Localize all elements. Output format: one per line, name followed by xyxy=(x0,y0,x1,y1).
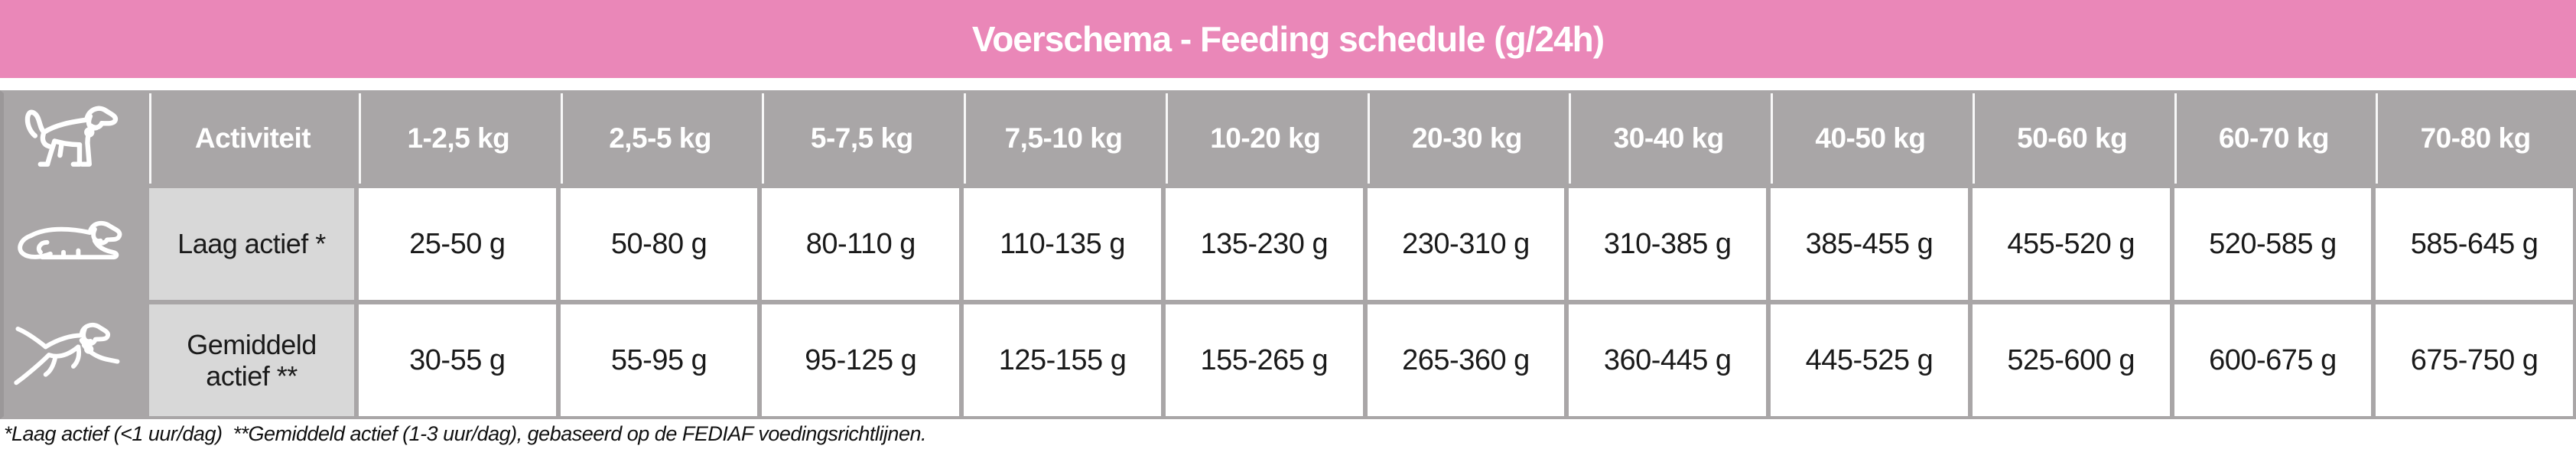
column-header-weight-4: 7,5-10 kg xyxy=(964,93,1161,184)
column-header-weight-3: 5-7,5 kg xyxy=(762,93,960,184)
row-mid-activity-label: Gemiddeld actief ** xyxy=(149,304,354,416)
row-mid-value-10: 600-675 g xyxy=(2174,304,2372,416)
column-header-weight-6: 20-30 kg xyxy=(1367,93,1565,184)
column-header-weight-7: 30-40 kg xyxy=(1569,93,1767,184)
row-low-value-8: 385-455 g xyxy=(1771,188,1968,300)
column-header-weight-5: 10-20 kg xyxy=(1165,93,1363,184)
row-mid-value-1: 30-55 g xyxy=(359,304,556,416)
row-low-value-7: 310-385 g xyxy=(1569,188,1767,300)
row-low-value-5: 135-230 g xyxy=(1165,188,1363,300)
column-header-weight-9: 50-60 kg xyxy=(1972,93,2170,184)
row-low-activity-label: Laag actief * xyxy=(149,188,354,300)
row-mid-icon-cell xyxy=(4,304,145,416)
row-mid-value-5: 155-265 g xyxy=(1165,304,1363,416)
row-low-value-2: 50-80 g xyxy=(560,188,758,300)
row-mid-value-4: 125-155 g xyxy=(964,304,1161,416)
column-header-weight-2: 2,5-5 kg xyxy=(560,93,758,184)
column-header-weight-8: 40-50 kg xyxy=(1771,93,1968,184)
row-low-value-6: 230-310 g xyxy=(1367,188,1565,300)
row-low-icon-cell xyxy=(4,188,145,300)
column-header-weight-10: 60-70 kg xyxy=(2174,93,2372,184)
row-mid-value-7: 360-445 g xyxy=(1569,304,1767,416)
row-mid-value-3: 95-125 g xyxy=(762,304,960,416)
lying-dog-icon xyxy=(18,220,122,260)
column-header-weight-1: 1-2,5 kg xyxy=(359,93,556,184)
row-mid-value-8: 445-525 g xyxy=(1771,304,1968,416)
footnote-bar: *Laag actief (<1 uur/dag) **Gemiddeld ac… xyxy=(0,419,2576,449)
row-mid-value-11: 675-750 g xyxy=(2376,304,2573,416)
row-low-value-10: 520-585 g xyxy=(2174,188,2372,300)
column-header-activity: Activiteit xyxy=(149,93,354,184)
row-low-value-4: 110-135 g xyxy=(964,188,1161,300)
row-low-value-11: 585-645 g xyxy=(2376,188,2573,300)
running-dog-icon xyxy=(14,323,120,386)
row-mid-value-6: 265-360 g xyxy=(1367,304,1565,416)
column-header-weight-11: 70-80 kg xyxy=(2376,93,2573,184)
standing-dog-icon xyxy=(24,106,119,167)
row-low-value-1: 25-50 g xyxy=(359,188,556,300)
feeding-schedule-table: Activiteit 1-2,5 kg 2,5-5 kg 5-7,5 kg 7,… xyxy=(0,90,2576,419)
footnote-text: *Laag actief (<1 uur/dag) **Gemiddeld ac… xyxy=(4,422,926,445)
row-low-value-3: 80-110 g xyxy=(762,188,960,300)
title-banner: Voerschema - Feeding schedule (g/24h) xyxy=(0,0,2576,78)
row-mid-value-9: 525-600 g xyxy=(1972,304,2170,416)
row-low-value-9: 455-520 g xyxy=(1972,188,2170,300)
header-icon-cell xyxy=(4,93,145,184)
row-mid-value-2: 55-95 g xyxy=(560,304,758,416)
page-title: Voerschema - Feeding schedule (g/24h) xyxy=(971,19,1605,59)
banner-gap xyxy=(0,78,2576,90)
